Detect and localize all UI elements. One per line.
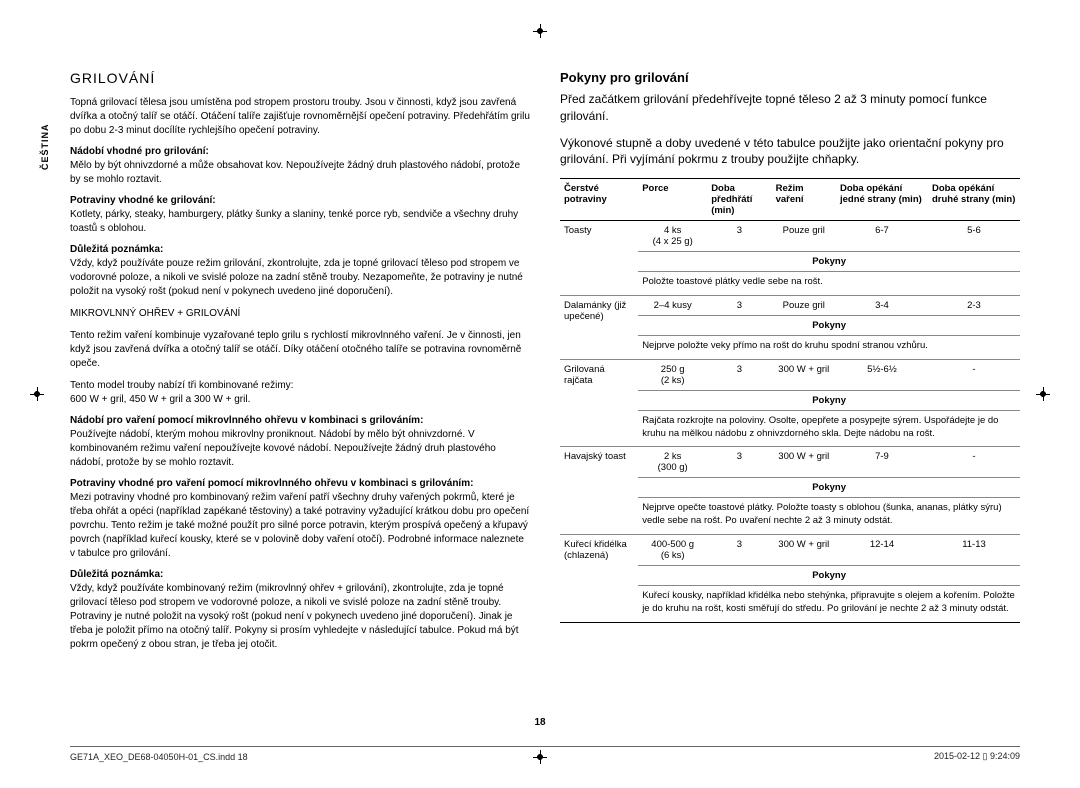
grilling-table: Čerstvé potraviny Porce Doba předhřátí (… [560, 178, 1020, 623]
grilling-title: GRILOVÁNÍ [70, 70, 530, 86]
intro-1: Před začátkem grilování předehřívejte to… [560, 91, 1020, 125]
cell-t1: 7-9 [836, 447, 928, 478]
mw-grill-title: MIKROVLNNÝ OHŘEV + GRILOVÁNÍ [70, 307, 530, 321]
mw-grill-p2: Tento model trouby nabízí tři kombinovan… [70, 379, 530, 393]
pokyny-label: Pokyny [638, 390, 1020, 410]
cell-portion: 2–4 kusy [638, 296, 707, 316]
cookware-text: Mělo by být ohnivzdorné a může obsahovat… [70, 159, 530, 187]
th-time2: Doba opékání druhé strany (min) [928, 179, 1020, 221]
cookware2-text: Používejte nádobí, kterým mohou mikrovln… [70, 428, 530, 470]
grilling-intro: Topná grilovací tělesa jsou umístěna pod… [70, 96, 530, 138]
table-row: Toasty4 ks (4 x 25 g)3Pouze gril6-75-6 [560, 221, 1020, 252]
footer-date: 2015-02-12 ▯ 9:24:09 [934, 751, 1020, 762]
registration-mark-left [30, 387, 44, 401]
table-row: Kuřecí křidélka (chlazená)400-500 g (6 k… [560, 535, 1020, 566]
cell-portion: 400-500 g (6 ks) [638, 535, 707, 566]
cell-t2: - [928, 359, 1020, 390]
instruction-text: Rajčata rozkrojte na poloviny. Osolte, o… [638, 410, 1020, 447]
table-body: Toasty4 ks (4 x 25 g)3Pouze gril6-75-6Po… [560, 221, 1020, 623]
food-text: Kotlety, párky, steaky, hamburgery, plát… [70, 208, 530, 236]
cell-food: Kuřecí křidélka (chlazená) [560, 535, 638, 623]
cell-t2: - [928, 447, 1020, 478]
th-time1: Doba opékání jedné strany (min) [836, 179, 928, 221]
cell-mode: Pouze gril [772, 296, 836, 316]
intro-2: Výkonové stupně a doby uvedené v této ta… [560, 135, 1020, 169]
cell-t2: 11-13 [928, 535, 1020, 566]
table-row: Grilovaná rajčata250 g (2 ks)3300 W + gr… [560, 359, 1020, 390]
left-column: ČEŠTINA GRILOVÁNÍ Topná grilovací tělesa… [70, 70, 530, 680]
pokyny-label: Pokyny [638, 316, 1020, 336]
cell-food: Havajský toast [560, 447, 638, 535]
cell-portion: 4 ks (4 x 25 g) [638, 221, 707, 252]
cell-portion: 250 g (2 ks) [638, 359, 707, 390]
mw-grill-p3: 600 W + gril, 450 W + gril a 300 W + gri… [70, 393, 530, 407]
th-portion: Porce [638, 179, 707, 221]
cookware2-heading: Nádobí pro vaření pomocí mikrovlnného oh… [70, 415, 530, 426]
cell-preheat: 3 [707, 296, 771, 316]
registration-mark-right [1036, 387, 1050, 401]
cell-preheat: 3 [707, 221, 771, 252]
food2-heading: Potraviny vhodné pro vaření pomocí mikro… [70, 478, 530, 489]
registration-mark-top [533, 24, 547, 38]
pokyny-label: Pokyny [638, 566, 1020, 586]
instruction-text: Nejprve položte veky přímo na rošt do kr… [638, 336, 1020, 360]
cell-t1: 6-7 [836, 221, 928, 252]
cell-food: Toasty [560, 221, 638, 296]
grilling-instructions-title: Pokyny pro grilování [560, 70, 1020, 85]
note2-text: Vždy, když používáte kombinovaný režim (… [70, 582, 530, 652]
page-content: ČEŠTINA GRILOVÁNÍ Topná grilovací tělesa… [0, 0, 1080, 720]
language-tab: ČEŠTINA [40, 123, 50, 170]
cell-preheat: 3 [707, 535, 771, 566]
mw-grill-p1: Tento režim vaření kombinuje vyzařované … [70, 329, 530, 371]
instruction-text: Kuřecí kousky, například křidélka nebo s… [638, 586, 1020, 623]
cell-t1: 3-4 [836, 296, 928, 316]
instruction-text: Nejprve opečte toastové plátky. Položte … [638, 498, 1020, 535]
cell-preheat: 3 [707, 447, 771, 478]
th-food: Čerstvé potraviny [560, 179, 638, 221]
note1-text: Vždy, když používáte pouze režim grilová… [70, 257, 530, 299]
th-mode: Režim vaření [772, 179, 836, 221]
cell-t1: 5½-6½ [836, 359, 928, 390]
cookware-heading: Nádobí vhodné pro grilování: [70, 146, 530, 157]
cell-mode: 300 W + gril [772, 535, 836, 566]
footer: GE71A_XEO_DE68-04050H-01_CS.indd 18 2015… [70, 746, 1020, 762]
table-row: Dalamánky (již upečené)2–4 kusy3Pouze gr… [560, 296, 1020, 316]
note2-heading: Důležitá poznámka: [70, 569, 530, 580]
note1-heading: Důležitá poznámka: [70, 244, 530, 255]
right-column: Pokyny pro grilování Před začátkem grilo… [560, 70, 1020, 680]
pokyny-label: Pokyny [638, 252, 1020, 272]
cell-mode: Pouze gril [772, 221, 836, 252]
cell-food: Dalamánky (již upečené) [560, 296, 638, 360]
cell-mode: 300 W + gril [772, 359, 836, 390]
cell-t1: 12-14 [836, 535, 928, 566]
table-header-row: Čerstvé potraviny Porce Doba předhřátí (… [560, 179, 1020, 221]
pokyny-label: Pokyny [638, 478, 1020, 498]
instruction-text: Položte toastové plátky vedle sebe na ro… [638, 272, 1020, 296]
footer-file: GE71A_XEO_DE68-04050H-01_CS.indd 18 [70, 752, 248, 762]
table-row: Havajský toast2 ks (300 g)3300 W + gril7… [560, 447, 1020, 478]
th-preheat: Doba předhřátí (min) [707, 179, 771, 221]
food2-text: Mezi potraviny vhodné pro kombinovaný re… [70, 491, 530, 561]
cell-t2: 2-3 [928, 296, 1020, 316]
cell-mode: 300 W + gril [772, 447, 836, 478]
cell-portion: 2 ks (300 g) [638, 447, 707, 478]
page-number: 18 [534, 717, 545, 728]
cell-t2: 5-6 [928, 221, 1020, 252]
food-heading: Potraviny vhodné ke grilování: [70, 195, 530, 206]
cell-food: Grilovaná rajčata [560, 359, 638, 447]
cell-preheat: 3 [707, 359, 771, 390]
